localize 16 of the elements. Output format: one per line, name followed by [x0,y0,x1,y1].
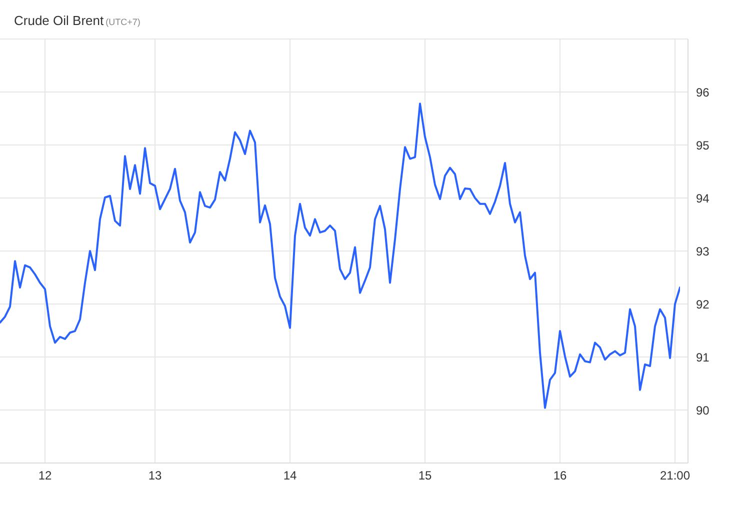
y-tick-label: 93 [696,244,710,258]
x-tick-label: 14 [283,468,297,483]
x-tick-label: 12 [38,468,52,483]
x-tick-label: 13 [148,468,162,483]
x-tick-label: 21:00 [660,468,690,483]
y-tick-label: 92 [696,297,710,312]
chart-title: Crude Oil Brent [14,13,104,28]
y-tick-label: 90 [696,403,710,418]
x-tick-label: 16 [553,468,567,483]
x-tick-label: 15 [418,468,432,483]
y-tick-label: 94 [696,191,710,206]
chart-subtitle: (UTC+7) [106,17,140,27]
y-tick-label: 91 [696,350,710,364]
y-tick-label: 95 [696,138,710,152]
line-series [0,102,680,409]
y-tick-label: 96 [696,85,710,100]
